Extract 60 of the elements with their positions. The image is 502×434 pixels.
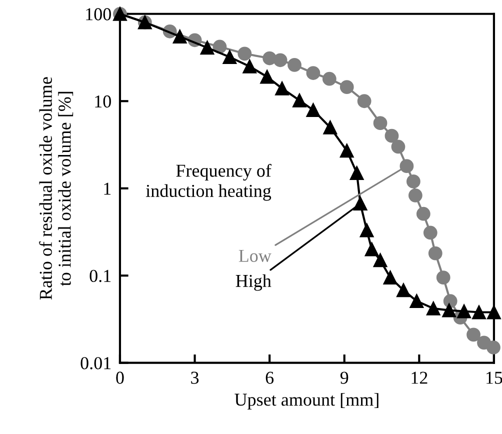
point xyxy=(242,59,257,74)
point xyxy=(384,128,399,143)
text: High xyxy=(236,274,272,291)
point xyxy=(373,116,388,130)
point xyxy=(306,103,320,117)
point xyxy=(408,188,422,202)
x-tick-label: 12 xyxy=(412,372,428,384)
x-tick-label: 9 xyxy=(340,372,348,384)
text: Low xyxy=(238,250,272,262)
point xyxy=(238,46,252,61)
point xyxy=(340,144,354,158)
point xyxy=(400,159,414,174)
x-tick-label: 15 xyxy=(486,372,502,384)
point xyxy=(428,246,442,260)
y-tick-label: 0.01 xyxy=(80,357,111,370)
y-tick-label: 0.1 xyxy=(90,270,111,282)
point xyxy=(406,174,420,188)
point xyxy=(442,303,456,318)
point xyxy=(383,270,398,284)
legend-title: Frequency of induction heating xyxy=(146,164,272,201)
y-tick-label: 10 xyxy=(95,95,111,108)
point xyxy=(487,305,501,320)
x-tick-label: 3 xyxy=(191,372,199,384)
point xyxy=(212,40,227,54)
point xyxy=(426,302,440,316)
point xyxy=(323,120,338,134)
point xyxy=(466,328,480,342)
point xyxy=(200,40,214,55)
x-tick-label: 6 xyxy=(266,372,274,384)
point xyxy=(350,166,364,180)
point xyxy=(360,223,374,238)
point xyxy=(322,72,336,86)
point xyxy=(222,50,237,64)
point xyxy=(472,305,486,320)
point xyxy=(275,81,289,96)
point xyxy=(273,53,288,68)
point xyxy=(457,304,471,318)
point xyxy=(396,283,410,298)
point xyxy=(306,66,320,80)
point xyxy=(353,196,368,210)
point xyxy=(364,242,379,256)
point xyxy=(340,80,354,94)
point xyxy=(416,206,430,221)
point xyxy=(436,270,450,284)
point xyxy=(357,94,372,108)
point xyxy=(373,253,388,268)
point xyxy=(410,294,424,308)
point xyxy=(292,93,306,108)
point xyxy=(391,140,406,154)
point xyxy=(443,294,458,308)
y-axis-title: Ratio of residual oxide volume to initial oxide volume [%] xyxy=(39,77,74,300)
point xyxy=(260,70,274,84)
point xyxy=(172,30,187,44)
x-axis-title: Upset amount [mm] xyxy=(234,393,378,410)
y-tick-label: 100 xyxy=(86,8,111,20)
y-tick-label: 1 xyxy=(104,182,111,195)
x-tick-label: 0 xyxy=(116,372,124,384)
point xyxy=(288,58,302,72)
point xyxy=(486,340,500,354)
point xyxy=(423,226,438,240)
